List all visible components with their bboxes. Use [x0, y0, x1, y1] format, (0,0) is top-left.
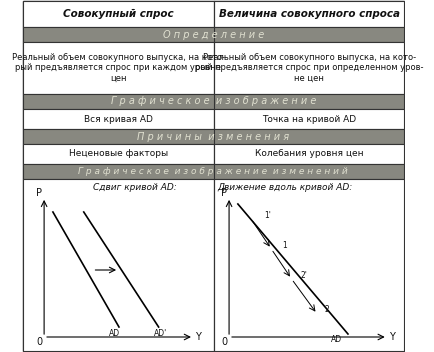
- Text: P: P: [220, 188, 226, 198]
- Text: Величина совокупного спроса: Величина совокупного спроса: [218, 9, 399, 19]
- FancyBboxPatch shape: [23, 1, 404, 351]
- Text: 1': 1': [264, 210, 270, 220]
- FancyBboxPatch shape: [23, 164, 404, 179]
- FancyBboxPatch shape: [23, 109, 213, 129]
- Text: Колебания уровня цен: Колебания уровня цен: [254, 150, 363, 158]
- FancyBboxPatch shape: [23, 179, 213, 351]
- Text: AD': AD': [153, 329, 167, 339]
- Text: Совокупный спрос: Совокупный спрос: [62, 9, 173, 19]
- FancyBboxPatch shape: [23, 144, 213, 164]
- Text: AD: AD: [330, 335, 341, 345]
- Text: P: P: [36, 188, 42, 198]
- Text: 1: 1: [281, 240, 286, 250]
- Text: AD: AD: [109, 329, 120, 339]
- Text: Сдвиг кривой AD:: Сдвиг кривой AD:: [92, 182, 176, 191]
- FancyBboxPatch shape: [213, 144, 404, 164]
- FancyBboxPatch shape: [23, 27, 404, 42]
- Text: Y: Y: [195, 332, 201, 342]
- Text: Движение вдоль кривой AD:: Движение вдоль кривой AD:: [217, 182, 352, 191]
- Text: 0: 0: [36, 337, 43, 347]
- Text: Г р а ф и ч е с к о е  и з о б р а ж е н и е: Г р а ф и ч е с к о е и з о б р а ж е н …: [110, 96, 315, 107]
- FancyBboxPatch shape: [23, 129, 404, 144]
- Text: 0: 0: [221, 337, 227, 347]
- FancyBboxPatch shape: [23, 94, 404, 109]
- FancyBboxPatch shape: [213, 42, 404, 94]
- Text: Неценовые факторы: Неценовые факторы: [69, 150, 167, 158]
- Text: Точка на кривой AD: Точка на кривой AD: [262, 114, 355, 124]
- FancyBboxPatch shape: [23, 42, 213, 94]
- Text: 2: 2: [323, 306, 328, 314]
- FancyBboxPatch shape: [213, 1, 404, 27]
- Text: О п р е д е л е н и е: О п р е д е л е н и е: [162, 30, 263, 39]
- Text: 2': 2': [300, 270, 306, 279]
- Text: Реальный объем совокупного выпуска, на кото-
рый предъявляется спрос при определ: Реальный объем совокупного выпуска, на к…: [194, 53, 422, 83]
- FancyBboxPatch shape: [23, 1, 213, 27]
- FancyBboxPatch shape: [213, 179, 404, 351]
- FancyBboxPatch shape: [213, 109, 404, 129]
- Text: Вся кривая AD: Вся кривая AD: [83, 114, 152, 124]
- Text: П р и ч и н ы  и з м е н е н и я: П р и ч и н ы и з м е н е н и я: [137, 132, 289, 142]
- Text: Г р а ф и ч е с к о е  и з о б р а ж е н и е  и з м е н е н и й: Г р а ф и ч е с к о е и з о б р а ж е н …: [78, 167, 347, 176]
- Text: Y: Y: [388, 332, 394, 342]
- Text: Реальный объем совокупного выпуска, на кото-
рый предъявляется спрос при каждом : Реальный объем совокупного выпуска, на к…: [12, 53, 224, 83]
